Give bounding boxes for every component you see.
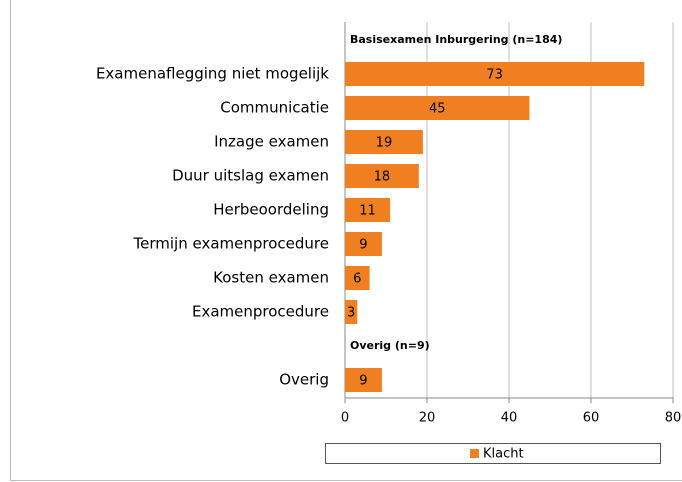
value-label: 3 [347, 306, 355, 321]
category-label: Duur uitslag examen [172, 167, 329, 185]
x-tick-label: 80 [665, 411, 682, 426]
category-label: Kosten examen [213, 269, 329, 287]
category-label: Examenprocedure [192, 303, 329, 321]
category-label: Inzage examen [214, 133, 329, 151]
group-title: Overig (n=9) [350, 339, 430, 352]
x-tick-label: 60 [583, 411, 600, 426]
value-label: 19 [376, 136, 393, 151]
legend-swatch [470, 449, 479, 458]
value-label: 9 [359, 374, 367, 389]
legend-box [325, 443, 661, 464]
bar [345, 300, 358, 324]
value-label: 73 [486, 68, 503, 83]
value-label: 18 [374, 170, 391, 185]
value-label: 11 [359, 204, 376, 219]
bar [345, 164, 419, 188]
bar [345, 232, 382, 256]
bar [345, 130, 423, 154]
bar [345, 62, 645, 86]
bar [345, 96, 530, 120]
category-label: Termijn examenprocedure [133, 235, 329, 253]
category-label: Examenaflegging niet mogelijk [96, 65, 329, 83]
legend-label: Klacht [483, 447, 524, 462]
value-label: 6 [353, 272, 361, 287]
category-label: Overig [279, 371, 329, 389]
x-tick-label: 0 [341, 411, 349, 426]
value-label: 45 [429, 102, 446, 117]
bar [345, 266, 370, 290]
bar [345, 368, 382, 392]
category-label: Herbeoordeling [213, 201, 329, 219]
x-tick-label: 20 [419, 411, 436, 426]
category-label: Communicatie [220, 99, 329, 117]
value-label: 9 [359, 238, 367, 253]
group-title: Basisexamen Inburgering (n=184) [350, 33, 562, 46]
bar [345, 198, 391, 222]
x-tick-label: 40 [501, 411, 518, 426]
